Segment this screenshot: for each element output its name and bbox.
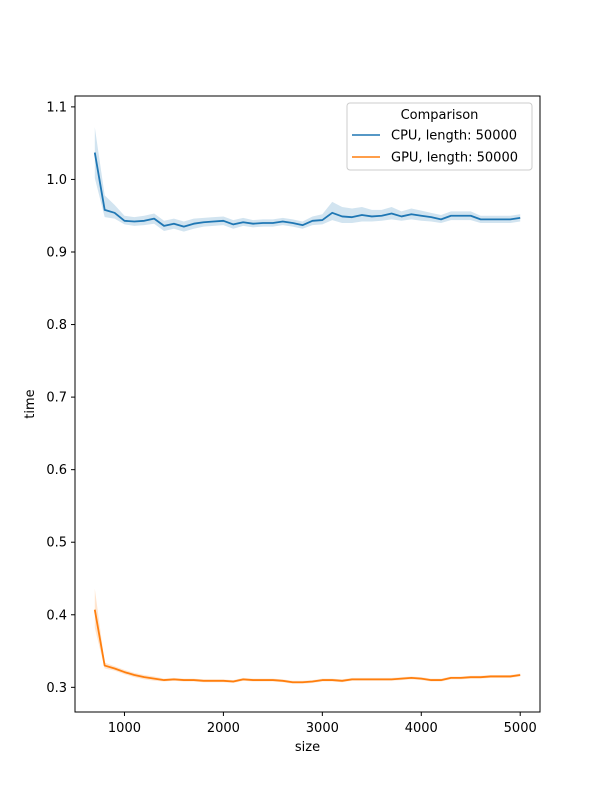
series-line-cpu [93,152,521,228]
legend: Comparison CPU, length: 50000 GPU, lengt… [346,102,533,171]
x-axis-label: size [295,740,320,755]
legend-label-cpu: CPU, length: 50000 [391,129,517,144]
y-tick-label: 0.6 [46,463,67,478]
y-tick-label: 0.9 [46,245,67,260]
y-tick-label: 0.5 [46,536,67,551]
plot-frame [74,95,541,713]
y-tick-label: 0.8 [46,318,67,333]
x-tick-label: 3000 [306,721,339,736]
legend-title: Comparison [401,108,479,123]
y-tick-label: 0.4 [46,608,67,623]
x-tick-label: 4000 [405,721,438,736]
confidence-band-gpu [94,588,521,684]
y-axis-ticks: 0.3 0.4 0.5 0.6 0.7 0.8 0.9 1.0 1.1 [46,100,75,696]
x-tick-label: 5000 [504,721,537,736]
series-line-gpu [93,609,521,684]
y-tick-label: 1.0 [46,173,67,188]
y-tick-label: 0.7 [46,391,67,406]
x-tick-label: 1000 [108,721,141,736]
y-tick-label: 1.1 [46,100,67,115]
x-tick-label: 2000 [207,721,240,736]
y-axis-label: time [23,389,38,418]
legend-label-gpu: GPU, length: 50000 [391,151,518,166]
legend-box [346,102,533,171]
x-axis-ticks: 1000 2000 3000 4000 5000 [108,712,537,736]
y-tick-label: 0.3 [46,681,67,696]
series-lines [93,152,521,684]
